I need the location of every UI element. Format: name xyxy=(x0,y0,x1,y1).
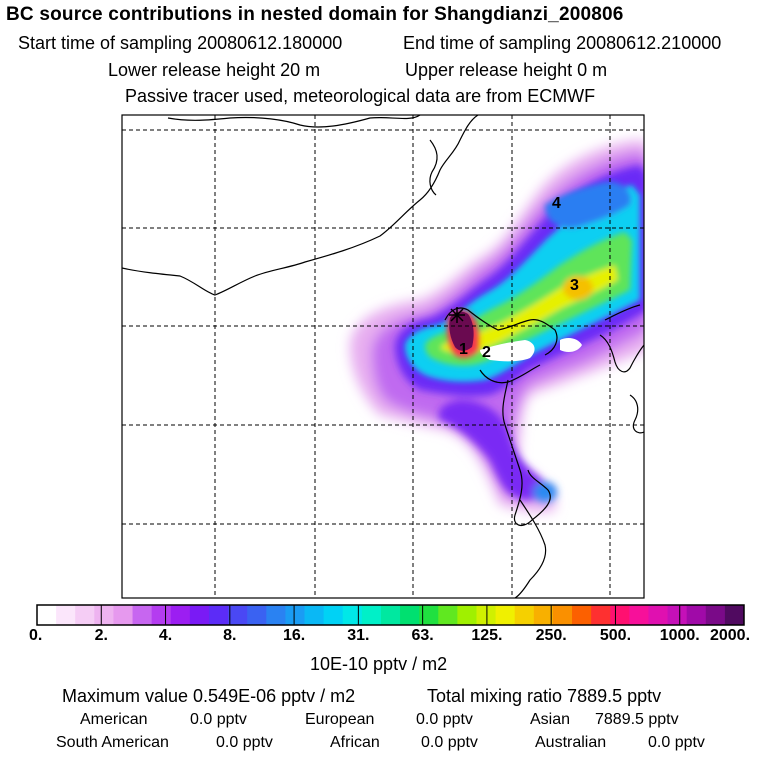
european-label: European xyxy=(305,711,375,728)
source-marker-3: 3 xyxy=(570,277,579,294)
colorbar-swatch xyxy=(228,605,248,625)
colorbar-swatch xyxy=(56,605,76,625)
colorbar-swatch xyxy=(304,605,325,625)
american-value: 0.0 pptv xyxy=(190,711,247,728)
page-title: BC source contributions in nested domain… xyxy=(6,4,624,25)
colorbar-swatch xyxy=(457,605,477,625)
colorbar-swatch xyxy=(247,605,267,625)
colorbar-tick-label: 2000. xyxy=(709,627,751,644)
colorbar xyxy=(36,604,745,626)
colorbar-swatch xyxy=(342,605,363,625)
colorbar-swatch xyxy=(572,605,592,625)
colorbar-swatch xyxy=(94,605,114,625)
colorbar-tick-label: 31. xyxy=(347,627,370,644)
african-label: African xyxy=(330,734,380,751)
african-value: 0.0 pptv xyxy=(421,734,478,751)
colorbar-tick-label: 63. xyxy=(411,627,434,644)
colorbar-swatch xyxy=(132,605,153,625)
asian-value: 7889.5 pptv xyxy=(595,711,679,728)
colorbar-swatch xyxy=(552,605,573,625)
colorbar-swatch xyxy=(37,605,57,625)
colorbar-swatch xyxy=(113,605,134,625)
australian-label: Australian xyxy=(535,734,607,751)
plume-layer xyxy=(122,115,644,598)
colorbar-swatch xyxy=(648,605,669,625)
colorbar-swatch xyxy=(75,605,95,625)
source-marker-1: 1 xyxy=(459,341,468,358)
colorbar-swatch xyxy=(438,605,458,625)
colorbar-unit: 10E-10 pptv / m2 xyxy=(310,654,448,674)
source-marker-2: 2 xyxy=(482,344,491,361)
colorbar-swatch xyxy=(591,605,611,625)
european-value: 0.0 pptv xyxy=(416,711,473,728)
lower-release-label: Lower release height 20 m xyxy=(108,60,321,80)
colorbar-swatch xyxy=(400,605,420,625)
tracer-note: Passive tracer used, meteorological data… xyxy=(125,86,596,106)
end-time-label: End time of sampling 20080612.210000 xyxy=(403,33,722,53)
south-american-label: South American xyxy=(56,734,169,751)
colorbar-swatch xyxy=(514,605,535,625)
colorbar-swatch xyxy=(419,605,439,625)
max-value-label: Maximum value 0.549E-06 pptv / m2 xyxy=(62,686,356,706)
colorbar-swatch xyxy=(285,605,306,625)
colorbar-swatch xyxy=(533,605,554,625)
colorbar-tick-label: 16. xyxy=(282,627,306,644)
colorbar-border xyxy=(36,604,745,626)
colorbar-swatch xyxy=(686,605,707,625)
colorbar-swatch xyxy=(476,605,497,625)
colorbar-swatch xyxy=(189,605,210,625)
lat-lon-grid xyxy=(122,115,644,598)
colorbar-swatch xyxy=(151,605,172,625)
map-frame xyxy=(121,114,645,599)
colorbar-tick-label: 8. xyxy=(223,627,237,644)
colorbar-swatch xyxy=(495,605,516,625)
upper-release-label: Upper release height 0 m xyxy=(405,60,608,80)
colorbar-swatch xyxy=(170,605,191,625)
colorbar-swatch xyxy=(361,605,382,625)
colorbar-swatch xyxy=(724,605,745,625)
colorbar-swatch xyxy=(380,605,401,625)
start-time-label: Start time of sampling 20080612.180000 xyxy=(18,33,343,53)
colorbar-swatch xyxy=(667,605,688,625)
total-mixing-label: Total mixing ratio 7889.5 pptv xyxy=(427,686,662,706)
colorbar-tick-label: 4. xyxy=(158,627,173,644)
colorbar-swatch xyxy=(208,605,229,625)
colorbar-tick-label: 500. xyxy=(599,627,632,644)
colorbar-tick-label: 0. xyxy=(29,627,43,644)
colorbar-tick-label: 1000. xyxy=(659,627,700,644)
colorbar-swatch xyxy=(629,605,649,625)
colorbar-tick-label: 250. xyxy=(535,627,567,644)
american-label: American xyxy=(80,711,148,728)
source-marker-4: 4 xyxy=(552,195,561,212)
colorbar-swatch xyxy=(705,605,726,625)
asian-label: Asian xyxy=(530,711,571,728)
colorbar-swatch xyxy=(266,605,286,625)
colorbar-tick-label: 125. xyxy=(471,627,503,644)
colorbar-swatch xyxy=(610,605,630,625)
colorbar-tick-label: 2. xyxy=(94,627,108,644)
colorbar-swatch xyxy=(323,605,344,625)
south-american-value: 0.0 pptv xyxy=(216,734,273,751)
australian-value: 0.0 pptv xyxy=(648,734,705,751)
receptor-site-marker xyxy=(449,307,465,323)
